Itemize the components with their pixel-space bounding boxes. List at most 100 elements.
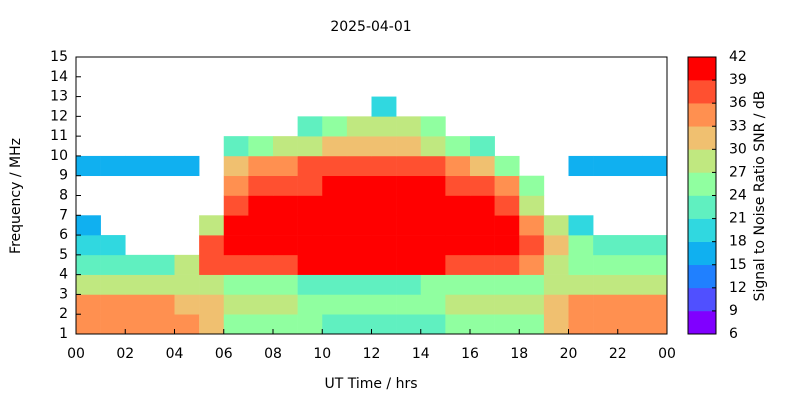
heatmap-cell [149, 314, 175, 335]
heatmap-cell [568, 314, 594, 335]
x-axis-label: UT Time / hrs [324, 376, 417, 392]
heatmap-cell [420, 314, 446, 335]
heatmap-cell [642, 294, 668, 315]
heatmap-cell [297, 116, 323, 137]
heatmap-cell [100, 294, 126, 315]
heatmap-cell [420, 195, 446, 216]
heatmap-cell [642, 254, 668, 275]
heatmap-cell [396, 294, 422, 315]
heatmap-cell [273, 254, 298, 275]
heatmap-cell [371, 155, 397, 177]
heatmap-cell [199, 274, 225, 295]
colorbar-band [688, 103, 716, 127]
heatmap-cell [322, 116, 348, 137]
heatmap-cell [396, 136, 422, 157]
heatmap-cell [273, 235, 298, 256]
colorbar-band [688, 126, 716, 150]
heatmap-cell [346, 314, 372, 335]
colorbar-tick-label: 42 [729, 49, 747, 65]
heatmap-cell [223, 294, 249, 315]
heatmap-cell [543, 274, 569, 295]
heatmap-cell [346, 136, 372, 157]
heatmap-cell [223, 274, 249, 295]
heatmap-cell [199, 235, 225, 256]
colorbar-band [688, 218, 716, 242]
colorbar-band [688, 195, 716, 219]
x-tick-label: 22 [609, 346, 627, 362]
heatmap-cell [248, 254, 274, 275]
heatmap-cell [617, 235, 643, 256]
heatmap-cell [593, 274, 619, 295]
heatmap-cell [149, 254, 175, 275]
heatmap-cell [100, 235, 126, 256]
heatmap-cell [76, 215, 101, 236]
heatmap-cell [420, 274, 446, 295]
heatmap-cell [297, 294, 323, 315]
heatmap-cell [445, 274, 471, 295]
y-tick-label: 11 [50, 128, 68, 144]
heatmap-cell [396, 274, 422, 295]
heatmap-cell [445, 155, 471, 177]
y-tick-label: 4 [59, 267, 68, 283]
heatmap-cell [445, 175, 471, 196]
heatmap-cell [519, 215, 545, 236]
y-tick-label: 2 [59, 306, 68, 322]
heatmap-cell [223, 235, 249, 256]
heatmap-cell [371, 195, 397, 216]
heatmap-cell [199, 215, 225, 236]
heatmap-cell [223, 175, 249, 196]
heatmap-cell [445, 314, 471, 335]
heatmap-cell [543, 254, 569, 275]
heatmap-cell [568, 235, 594, 256]
heatmap-cell [543, 235, 569, 256]
heatmap-cell [494, 274, 520, 295]
heatmap-cell [420, 254, 446, 275]
heatmap-cell [470, 215, 495, 236]
heatmap-cell [617, 314, 643, 335]
y-tick-label: 14 [50, 69, 68, 85]
colorbar-band [688, 57, 716, 81]
heatmap-cell [543, 314, 569, 335]
heatmap-cell [346, 274, 372, 295]
heatmap-cell [199, 254, 225, 275]
x-tick-label: 02 [116, 346, 134, 362]
x-tick-label: 10 [313, 346, 331, 362]
heatmap-cell [346, 116, 372, 137]
heatmap-cell [371, 215, 397, 236]
chart-title: 2025-04-01 [330, 19, 411, 35]
heatmap-cell [420, 175, 446, 196]
heatmap-cell [470, 274, 495, 295]
colorbar-tick-label: 30 [729, 141, 747, 157]
heatmap-cell [470, 294, 495, 315]
heatmap-cell [297, 155, 323, 177]
heatmap-cell [297, 195, 323, 216]
heatmap-cell [642, 235, 668, 256]
heatmap-cell [593, 294, 619, 315]
heatmap-cell [322, 136, 348, 157]
heatmap-cell [470, 175, 495, 196]
heatmap-cell [273, 136, 298, 157]
heatmap-cell [519, 195, 545, 216]
heatmap-cell [519, 235, 545, 256]
heatmap-cell [445, 294, 471, 315]
colorbar-band [688, 241, 716, 266]
x-tick-label: 08 [264, 346, 282, 362]
heatmap-cell [346, 215, 372, 236]
heatmap-cell [322, 215, 348, 236]
colorbar-tick-label: 21 [729, 211, 747, 227]
heatmap-cell [371, 96, 397, 117]
heatmap-cell [322, 274, 348, 295]
heatmap-cell [273, 314, 298, 335]
y-tick-label: 15 [50, 49, 68, 65]
y-tick-label: 7 [59, 207, 68, 223]
heatmap-cell [543, 215, 569, 236]
heatmap-cell [273, 215, 298, 236]
heatmap-cell [346, 195, 372, 216]
heatmap-cell [223, 314, 249, 335]
heatmap-cell [149, 274, 175, 295]
heatmap-cell [346, 235, 372, 256]
heatmap-cell [494, 235, 520, 256]
heatmap-cell [76, 155, 101, 177]
y-tick-label: 10 [50, 148, 68, 164]
